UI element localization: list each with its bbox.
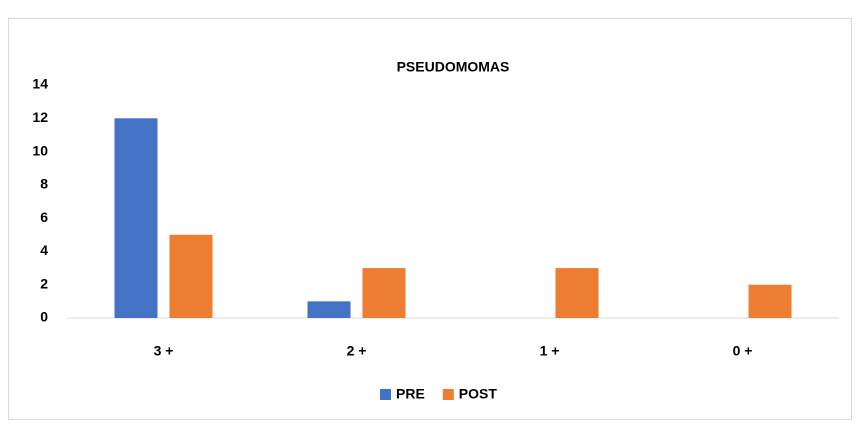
y-tick-label: 2: [40, 275, 48, 291]
y-tick-label: 8: [40, 176, 48, 192]
chart-title: PSEUDOMOMAS: [397, 59, 510, 75]
legend-label: PRE: [396, 386, 425, 402]
y-tick-label: 4: [40, 242, 48, 258]
bar: [362, 268, 406, 318]
y-tick-label: 0: [40, 309, 48, 325]
legend-swatch: [442, 389, 454, 400]
bar: [307, 301, 351, 318]
legend-label: POST: [459, 386, 498, 402]
bar: [748, 284, 792, 318]
y-tick-label: 6: [40, 209, 48, 225]
x-tick-label: 0 +: [733, 343, 753, 359]
bar: [169, 234, 213, 318]
x-tick-label: 3 +: [154, 343, 174, 359]
y-tick-label: 14: [32, 76, 48, 92]
bar: [114, 118, 158, 319]
legend-swatch: [380, 389, 391, 400]
y-tick-label: 10: [32, 142, 48, 158]
x-tick-label: 1 +: [540, 343, 560, 359]
x-tick-label: 2 +: [347, 343, 367, 359]
bar: [555, 268, 599, 318]
y-tick-label: 12: [32, 109, 48, 125]
